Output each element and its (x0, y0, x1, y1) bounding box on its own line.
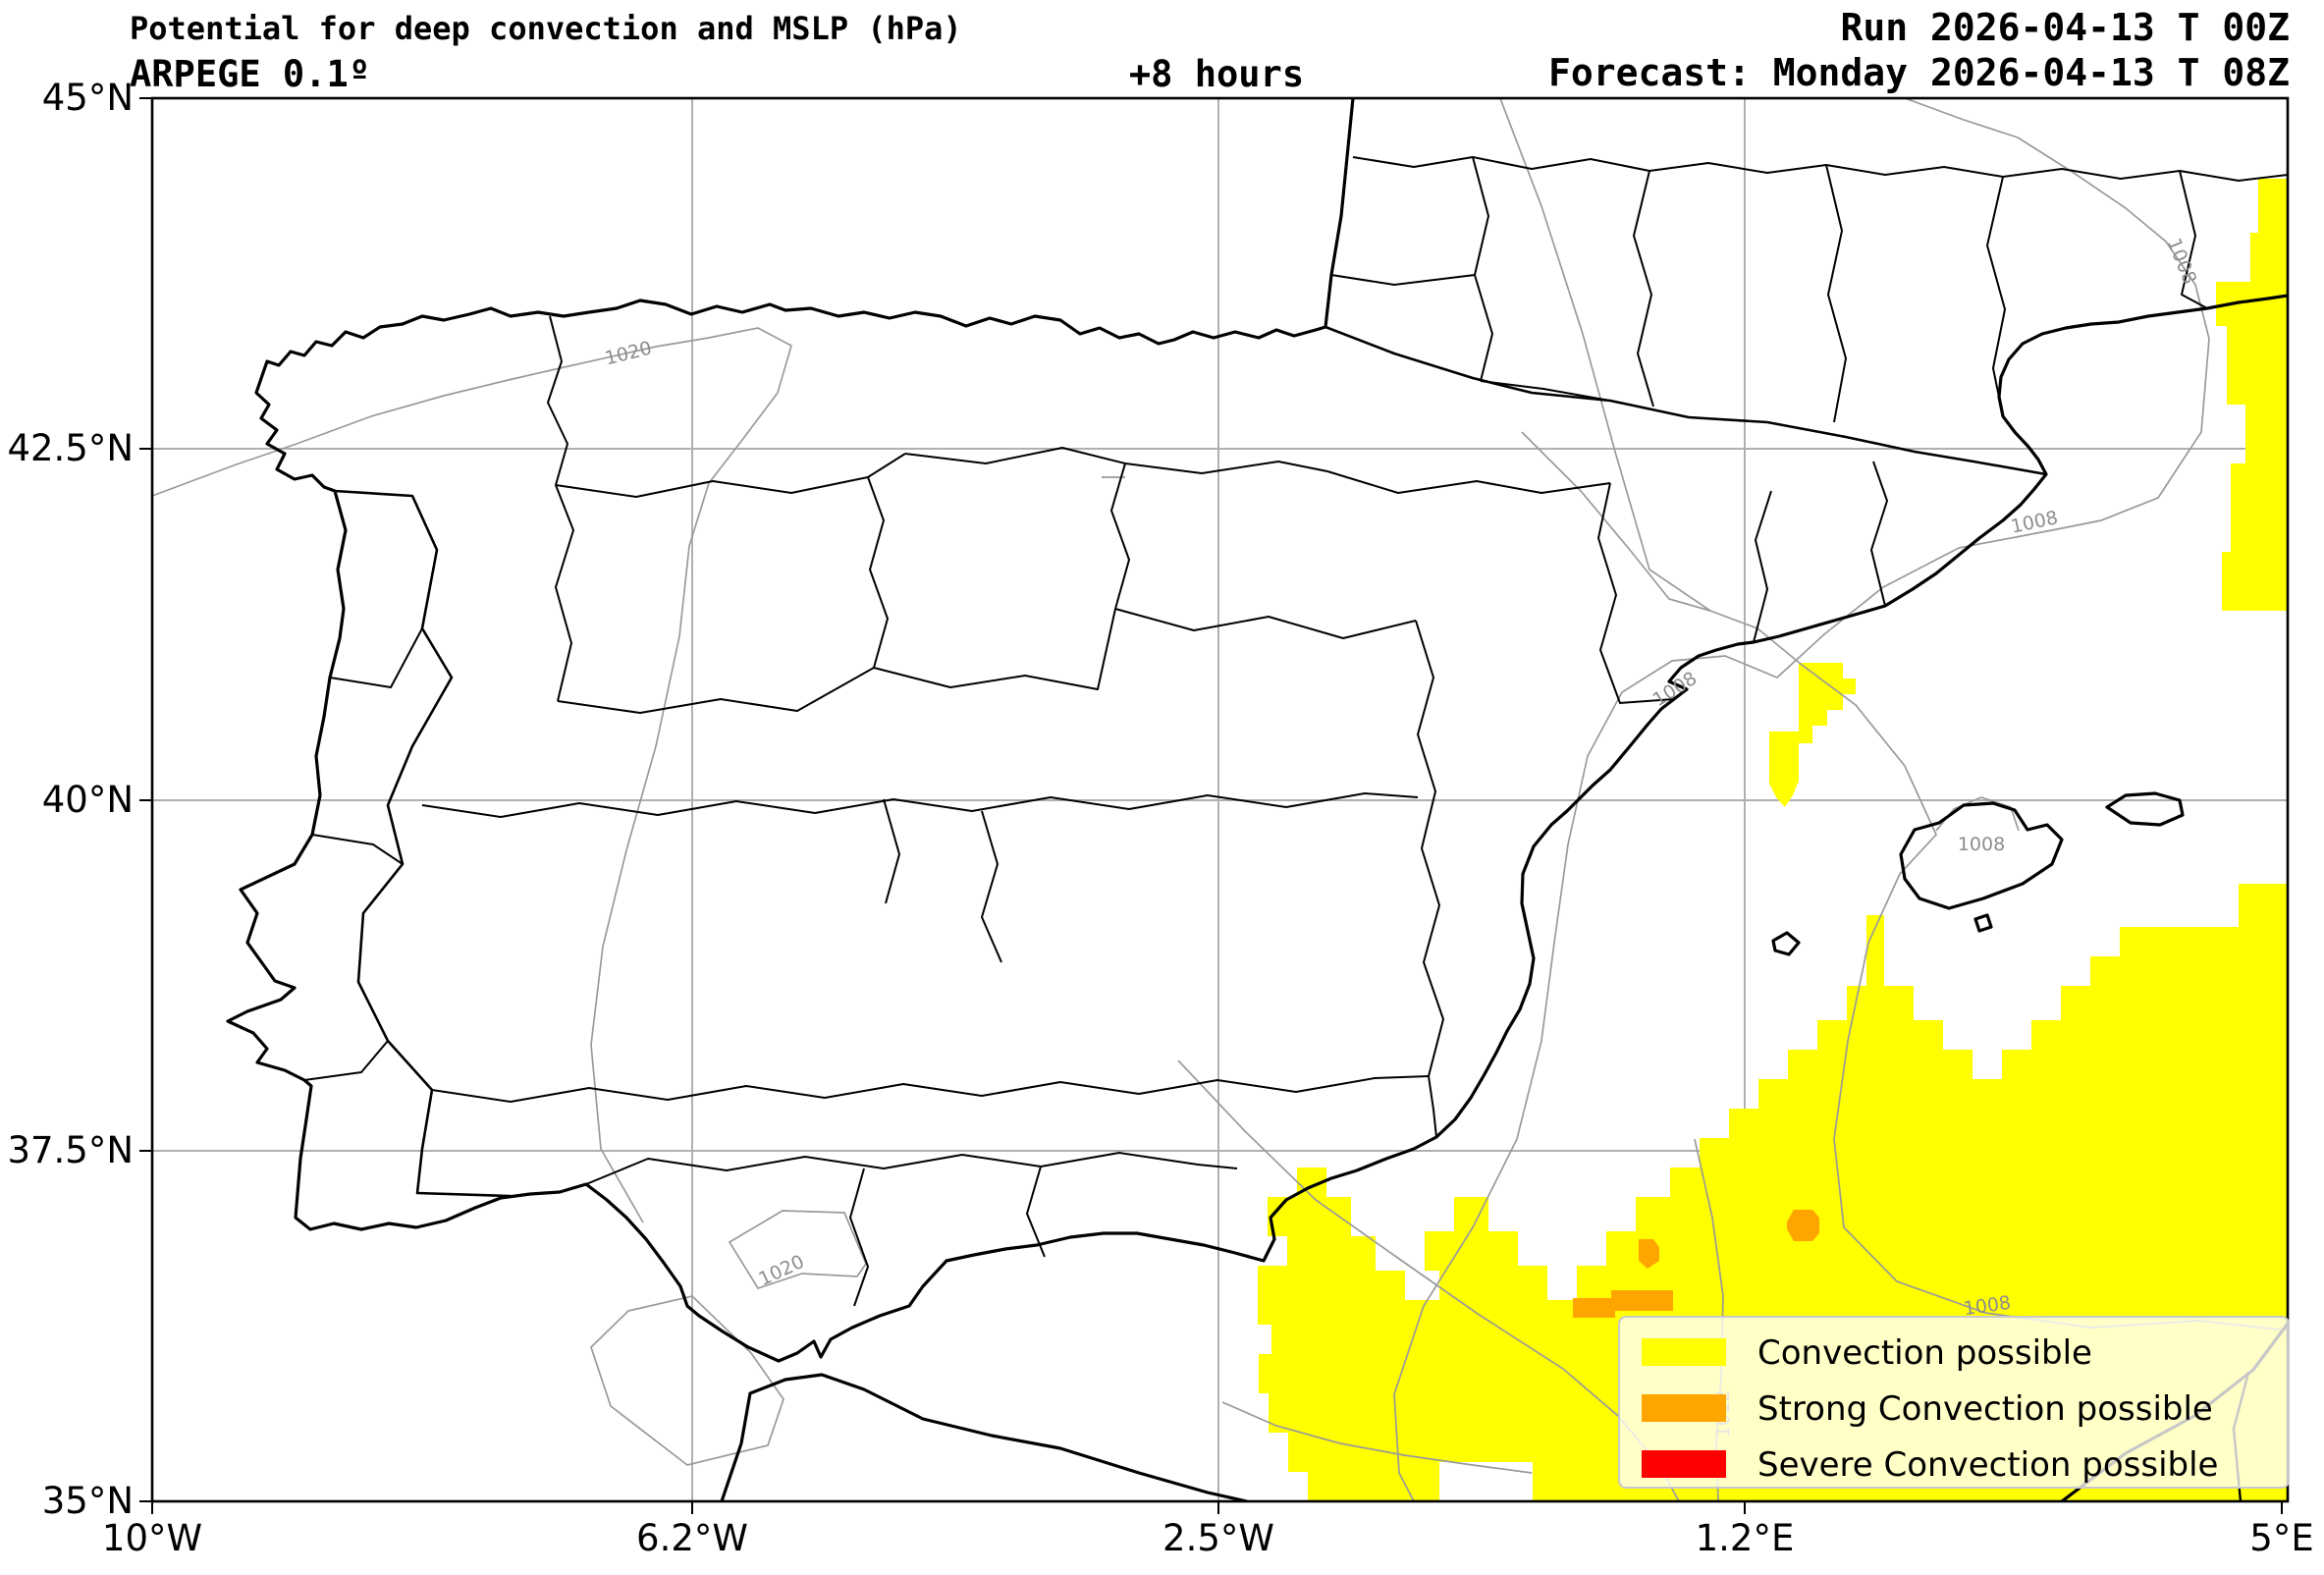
legend-item: Convection possible (1620, 1333, 2288, 1373)
x-tick-label: 1.2°E (1695, 1517, 1795, 1559)
y-tick-mark (139, 97, 152, 99)
legend-item: Severe Convection possible (1620, 1445, 2288, 1485)
run-timestamp: Run 2026-04-13 T 00Z (1840, 6, 2290, 49)
y-tick-mark (139, 448, 152, 450)
y-tick-label: 42.5°N (7, 427, 134, 469)
legend-label: Strong Convection possible (1757, 1389, 2213, 1429)
legend-swatch (1642, 1338, 1726, 1366)
strong-convection-areas (1573, 1210, 1819, 1318)
x-tick-mark (1217, 1501, 1219, 1514)
yellow-area-notch (1439, 1462, 1533, 1501)
legend-swatch (1642, 1394, 1726, 1422)
y-tick-label: 40°N (41, 779, 134, 821)
legend-item: Strong Convection possible (1620, 1389, 2288, 1429)
forecast-timestamp: Forecast: Monday 2026-04-13 T 08Z (1548, 51, 2290, 94)
x-tick-label: 6.2°W (636, 1517, 748, 1559)
y-tick-label: 35°N (41, 1480, 134, 1522)
x-tick-mark (691, 1501, 693, 1514)
y-tick-label: 37.5°N (7, 1129, 134, 1171)
y-tick-mark (139, 799, 152, 801)
x-tick-label: 2.5°W (1162, 1517, 1274, 1559)
x-tick-label: 5°E (2249, 1517, 2314, 1559)
y-tick-mark (139, 1500, 152, 1502)
y-tick-mark (139, 1150, 152, 1152)
convection-legend: Convection possible Strong Convection pos… (1618, 1316, 2290, 1489)
chart-title: Potential for deep convection and MSLP (… (130, 10, 962, 47)
x-tick-label: 10°W (101, 1517, 203, 1559)
x-tick-mark (2281, 1501, 2283, 1514)
y-tick-label: 45°N (41, 77, 134, 119)
model-name: ARPEGE 0.1º (130, 53, 371, 95)
province-boundaries (303, 156, 2288, 1307)
isobar-label: 1008 (1957, 834, 2006, 855)
lead-time: +8 hours (1128, 53, 1305, 95)
convection-possible-area (1258, 179, 2288, 1501)
x-tick-mark (151, 1501, 153, 1514)
legend-label: Convection possible (1757, 1333, 2092, 1373)
legend-swatch (1642, 1450, 1726, 1478)
x-tick-mark (1744, 1501, 1746, 1514)
plot-frame (150, 96, 2290, 1503)
legend-label: Severe Convection possible (1757, 1445, 2219, 1485)
